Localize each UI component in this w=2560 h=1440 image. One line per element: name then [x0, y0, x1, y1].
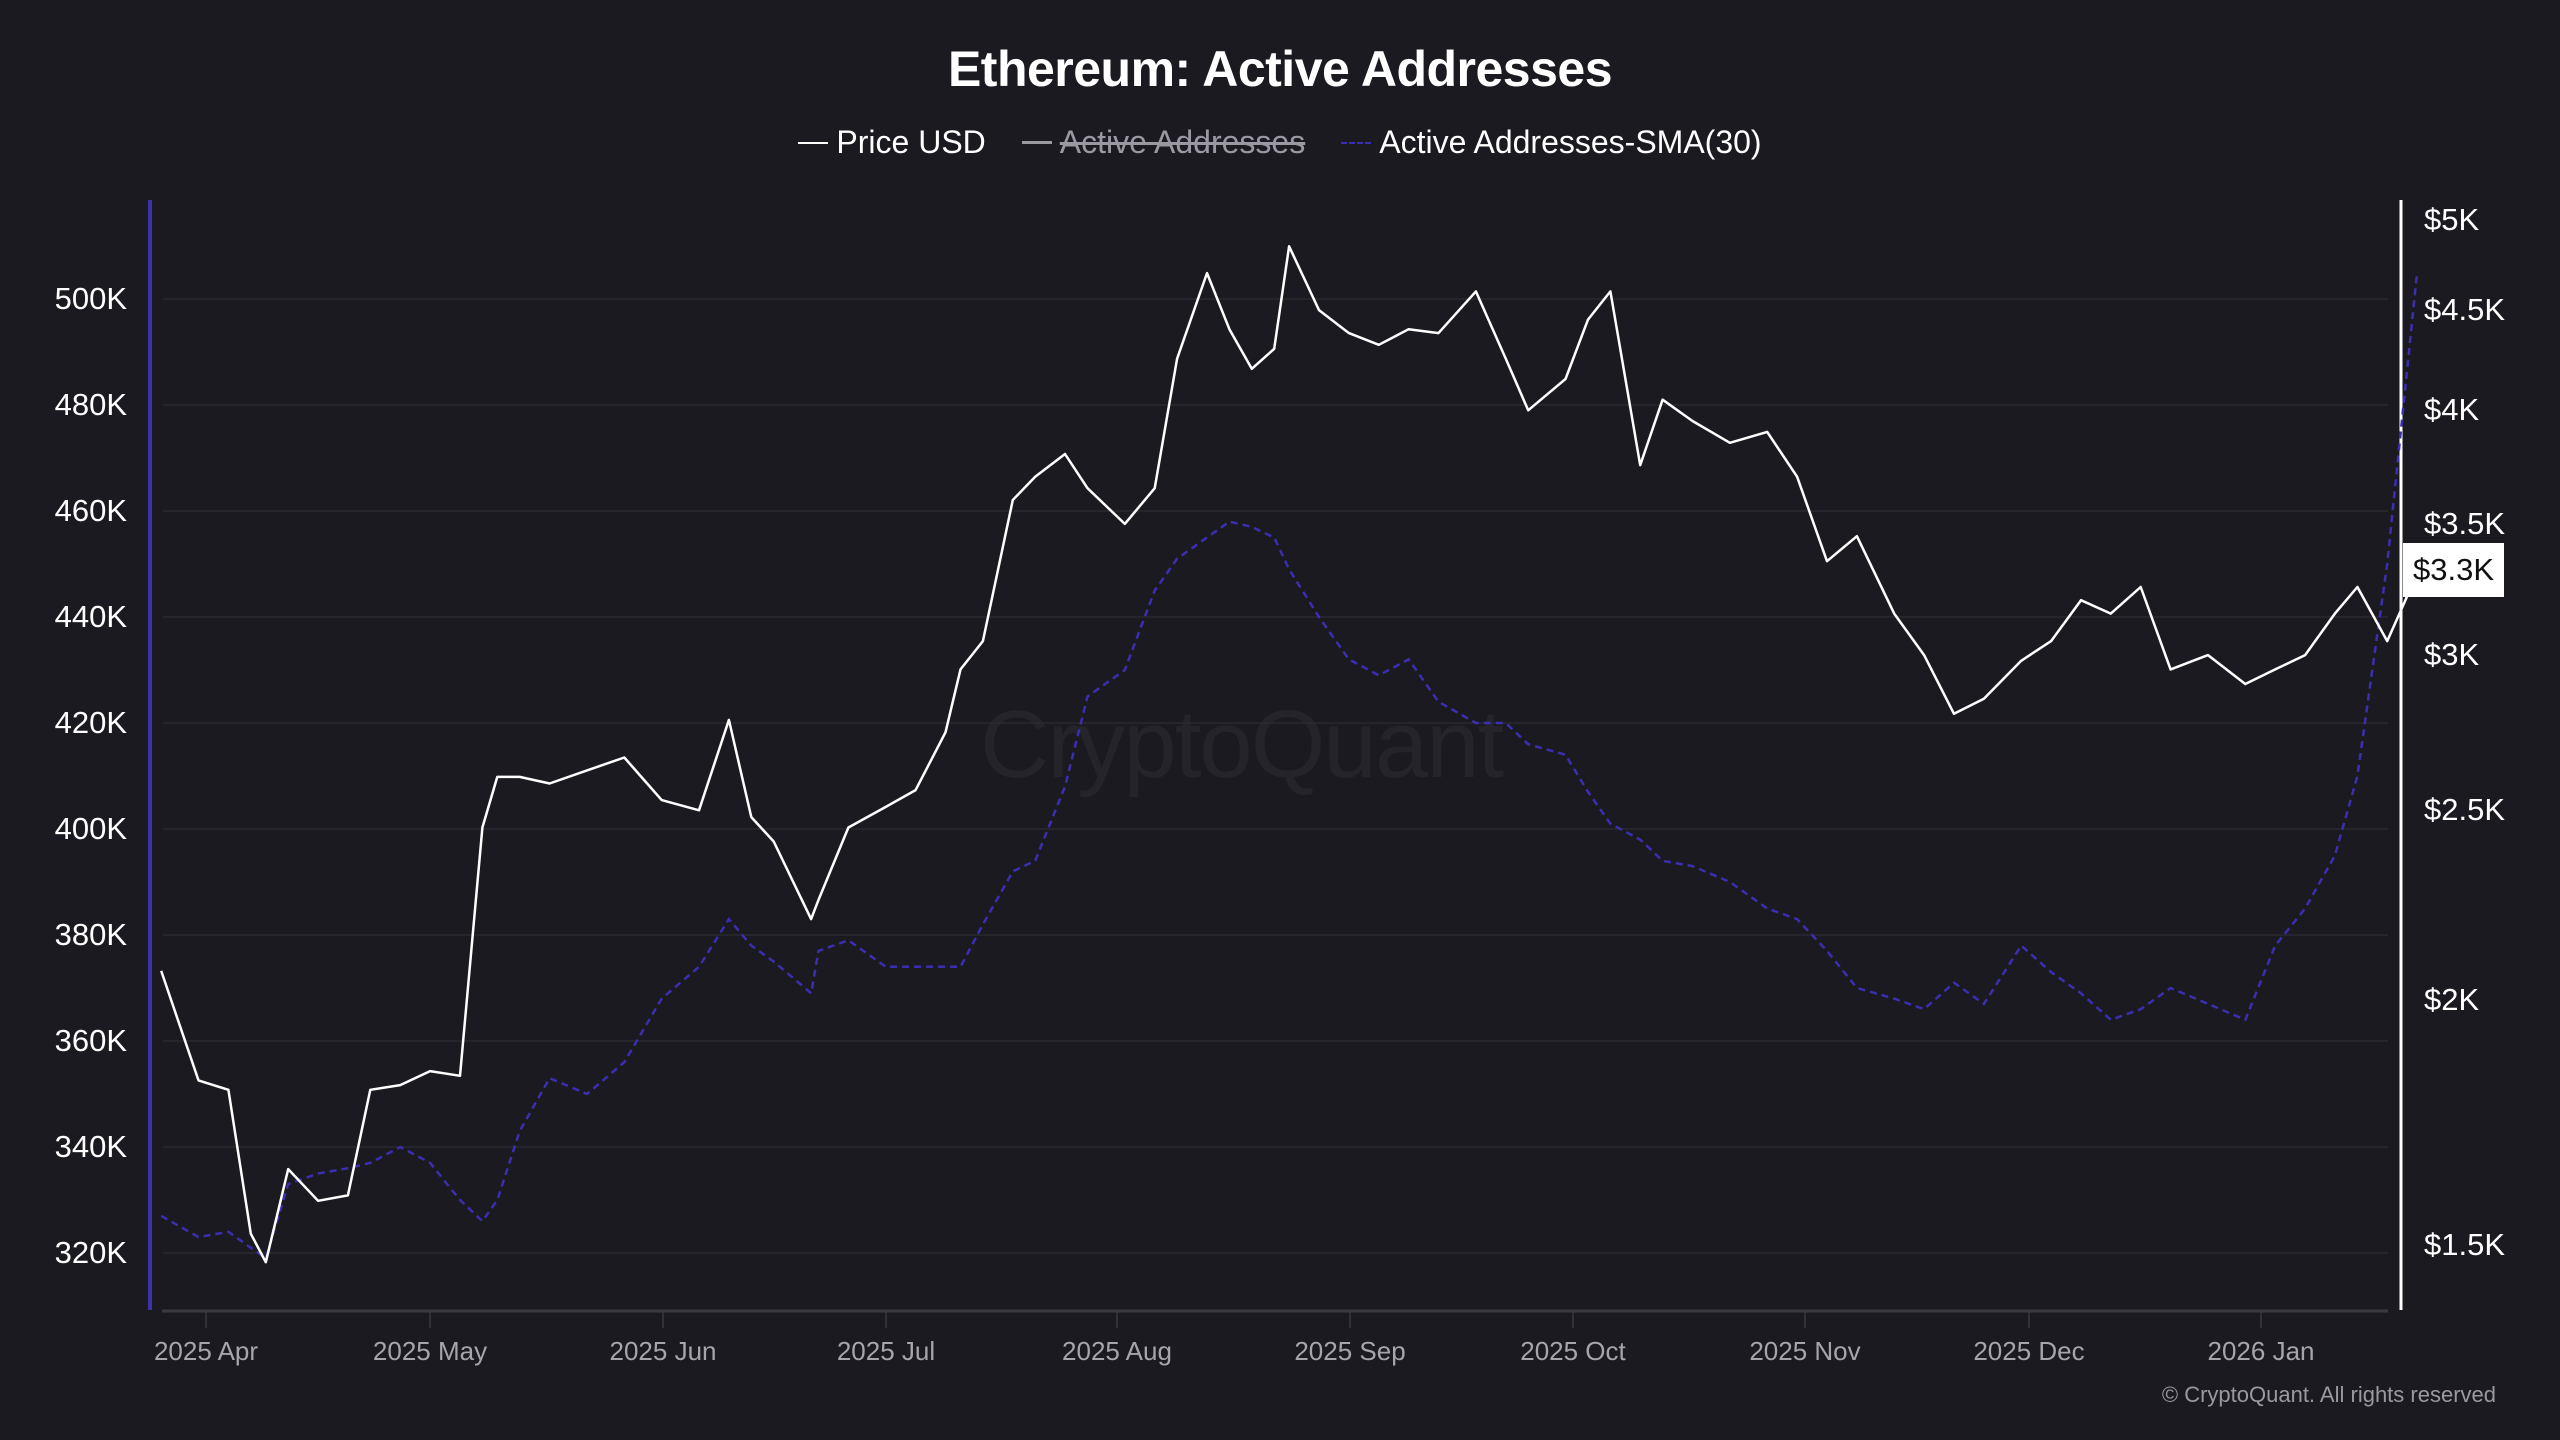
right-tick-label: $1.5K — [2424, 1227, 2506, 1262]
solid-line-swatch-icon — [1021, 141, 1052, 144]
legend-item-price-usd[interactable]: Price USD — [798, 124, 986, 161]
price-usd-line[interactable] — [160, 245, 2419, 1264]
x-tick-label: 2025 Jun — [609, 1336, 717, 1366]
left-tick-label: 420K — [54, 705, 127, 740]
left-tick-label: 340K — [54, 1129, 127, 1164]
left-tick-label: 360K — [54, 1023, 127, 1058]
chart-legend: Price USD Active Addresses Active Addres… — [0, 124, 2560, 161]
legend-item-active-addresses[interactable]: Active Addresses — [1021, 124, 1306, 161]
left-tick-label: 380K — [54, 917, 127, 952]
dashed-line-swatch-icon — [1341, 141, 1372, 144]
left-tick-label: 440K — [54, 599, 127, 634]
x-tick-label: 2025 Jul — [836, 1336, 936, 1366]
sma30-line[interactable] — [160, 272, 2419, 1261]
left-tick-label: 500K — [54, 281, 127, 316]
x-tick-label: 2025 Nov — [1749, 1336, 1861, 1366]
chart-title: Ethereum: Active Addresses — [947, 41, 1613, 97]
legend-label: Price USD — [836, 124, 986, 160]
legend-label: Active Addresses — [1059, 124, 1306, 160]
right-tick-label: $5K — [2424, 202, 2480, 238]
solid-line-swatch-icon — [798, 141, 829, 144]
x-tick-label: 2026 Jan — [2207, 1336, 2315, 1366]
left-tick-label: 460K — [54, 493, 127, 528]
right-tick-label: $4.5K — [2424, 292, 2506, 328]
x-tick-label: 2025 Sep — [1294, 1336, 1406, 1366]
x-tick-label: 2025 Oct — [1520, 1336, 1626, 1366]
gridlines — [163, 298, 2388, 1254]
x-tick-label: 2025 Dec — [1973, 1336, 2085, 1366]
left-tick-label: 400K — [54, 811, 127, 846]
x-tick-marks — [205, 1312, 2262, 1328]
x-tick-label: 2025 Aug — [1062, 1336, 1172, 1366]
current-price-badge: $3.3K — [2403, 543, 2505, 597]
right-tick-label: $2.5K — [2424, 792, 2506, 828]
x-tick-label: 2025 May — [372, 1336, 488, 1366]
right-tick-label: $4K — [2424, 392, 2480, 428]
right-tick-label: $3K — [2424, 637, 2480, 673]
legend-label: Active Addresses-SMA(30) — [1379, 124, 1762, 160]
left-tick-label: 480K — [54, 387, 127, 422]
x-tick-label: 2025 Apr — [153, 1336, 259, 1366]
copyright-notice: © CryptoQuant. All rights reserved — [2161, 1382, 2496, 1407]
right-tick-label: $3.5K — [2424, 505, 2506, 541]
legend-item-sma30[interactable]: Active Addresses-SMA(30) — [1341, 124, 1762, 161]
right-tick-label: $2K — [2424, 982, 2480, 1018]
left-tick-label: 320K — [54, 1235, 127, 1270]
